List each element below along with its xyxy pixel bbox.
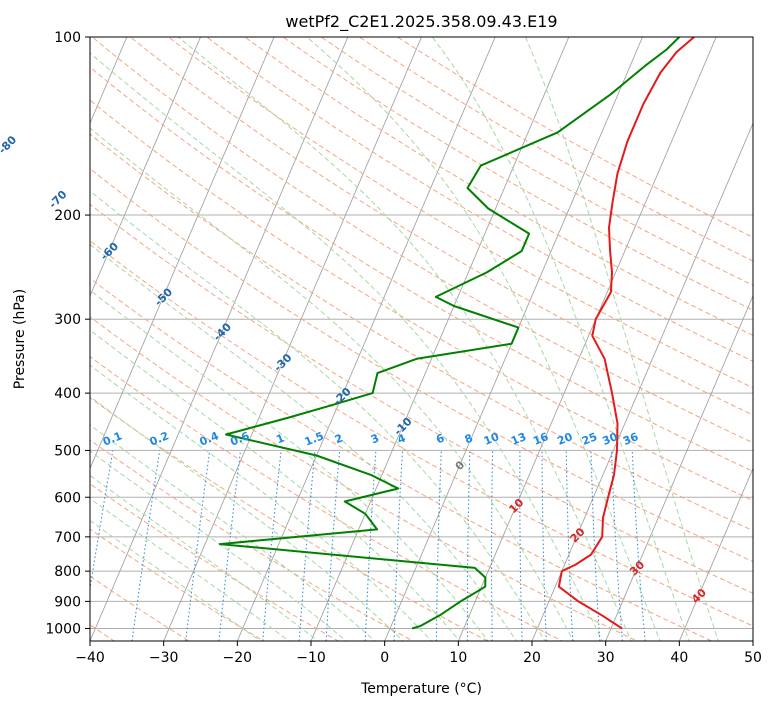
x-tick-label: −20: [223, 650, 253, 666]
dry-adiabat: [90, 356, 564, 641]
y-tick-label: 700: [54, 530, 81, 546]
isotherm-line: [605, 294, 753, 641]
dry-adiabat: [167, 37, 753, 389]
mixing-ratio-line: [218, 450, 242, 641]
chart-title: wetPf2_C2E1.2025.358.09.43.E19: [285, 12, 557, 32]
isotherm-line: [678, 467, 753, 641]
dry-adiabat: [90, 133, 753, 532]
moist-adiabat: [90, 364, 433, 641]
dry-adiabat: [358, 37, 753, 262]
x-tick-label: −10: [296, 650, 326, 666]
isotherm-line: [90, 37, 275, 470]
moist-adiabat: [90, 450, 348, 641]
isotherm-line: [163, 37, 422, 641]
mixing-ratio-label: 1: [274, 432, 286, 447]
moist-adiabat: [90, 289, 489, 641]
background-lines: [90, 37, 753, 641]
dry-adiabat: [205, 37, 753, 362]
mixing-ratio-label: 8: [463, 432, 475, 447]
dry-adiabat: [90, 439, 414, 641]
y-tick-label: 600: [54, 490, 81, 506]
mixing-ratio-line: [262, 450, 282, 641]
moist-adiabat: [90, 190, 546, 641]
mixing-ratio-label: 10: [482, 430, 501, 448]
moist-adiabat: [90, 329, 461, 641]
dry-adiabat-label: -80: [0, 133, 19, 156]
profile-series: [218, 37, 695, 630]
dry-adiabat: [129, 37, 753, 416]
mixing-ratio-label: 36: [621, 430, 640, 448]
temperature-line: [557, 37, 695, 630]
moist-adiabat: [431, 37, 690, 641]
moist-adiabat: [90, 519, 262, 641]
moist-adiabat: [177, 37, 632, 641]
y-tick-label: 200: [54, 208, 81, 224]
mixing-ratio-line: [131, 450, 161, 641]
dry-adiabat: [90, 528, 265, 641]
dry-adiabat: [90, 203, 753, 594]
x-tick-label: 50: [744, 650, 762, 666]
x-tick-label: 10: [449, 650, 467, 666]
moist-adiabat: [90, 243, 518, 641]
dry-adiabat: [91, 37, 753, 444]
moist-adiabat: [90, 424, 376, 641]
x-tick-label: 30: [597, 650, 615, 666]
y-tick-label: 300: [54, 312, 81, 328]
moist-adiabat: [90, 127, 575, 641]
mixing-ratio-label: 25: [580, 430, 599, 448]
y-tick-label: 500: [54, 443, 81, 459]
mixing-ratio-label: 13: [509, 430, 528, 448]
x-tick-label: −30: [149, 650, 179, 666]
x-axis-label: Temperature (°C): [360, 681, 482, 697]
mixing-ratio-label: 2: [333, 432, 345, 447]
y-tick-label: 100: [54, 30, 81, 46]
dry-adiabat: [282, 37, 753, 311]
mixing-ratio-label: 20: [555, 430, 574, 448]
dry-adiabat: [90, 397, 489, 641]
moist-adiabat: [524, 37, 719, 641]
x-tick-label: −40: [75, 650, 105, 666]
moist-adiabat: [90, 474, 319, 641]
dry-adiabat: [90, 277, 713, 641]
mixing-ratio-label: 30: [600, 430, 619, 448]
mixing-ratio-label: 16: [531, 430, 550, 448]
y-tick-label: 900: [54, 594, 81, 610]
dry-adiabat: [90, 66, 753, 472]
y-tick-label: 800: [54, 564, 81, 580]
isotherm-line: [90, 37, 201, 297]
dewpoint-line: [218, 37, 681, 630]
dry-adiabat: [396, 37, 753, 238]
isotherm-line: [531, 122, 753, 641]
x-tick-label: 0: [380, 650, 389, 666]
x-tick-label: 40: [670, 650, 688, 666]
isotherm-line: [310, 37, 570, 641]
mixing-ratio-line: [90, 450, 114, 593]
isotherm-line: [752, 639, 753, 641]
x-tick-label: 20: [523, 650, 541, 666]
y-axis-label: Pressure (hPa): [12, 289, 28, 389]
dry-adiabat: [320, 37, 753, 286]
mixing-ratio-label: 3: [369, 432, 381, 447]
isotherm-line: [90, 37, 349, 641]
plot-background: [90, 37, 753, 641]
axes: −40 −30 −20 −10 0 10 20 30 40 50 1000 900 800 700 600 5…: [45, 30, 762, 666]
y-tick-label: 400: [54, 386, 81, 402]
isotherm-line: [236, 37, 496, 641]
isotherm-line: [457, 37, 717, 641]
plot-frame: [89, 36, 754, 642]
mixing-ratio-line: [185, 450, 211, 641]
y-tick-label: 1000: [45, 621, 81, 637]
